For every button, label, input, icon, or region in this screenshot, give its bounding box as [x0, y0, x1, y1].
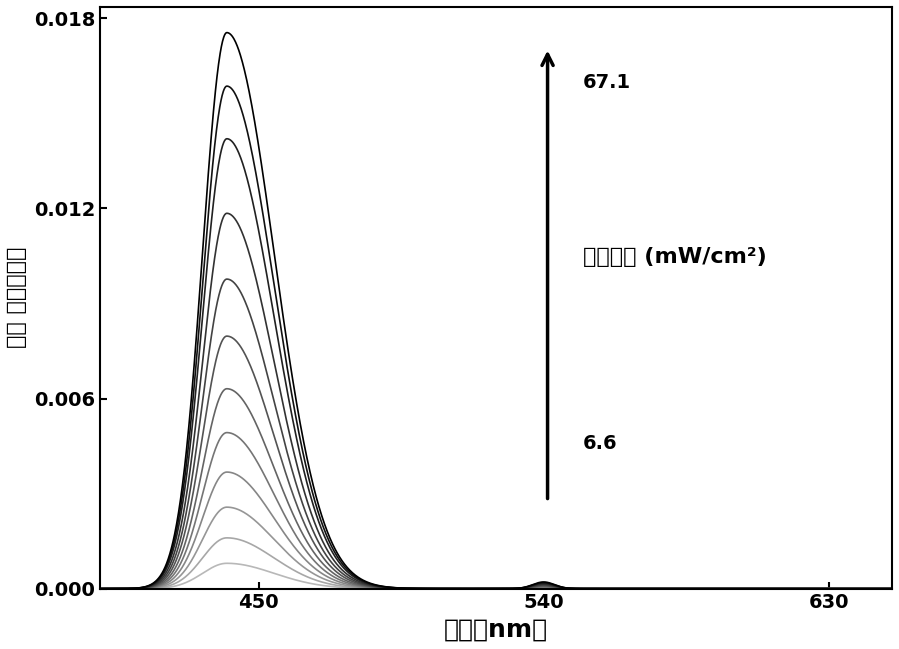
- Text: 功率密度 (mW/cm²): 功率密度 (mW/cm²): [583, 247, 767, 267]
- Text: 67.1: 67.1: [583, 73, 631, 92]
- Y-axis label: 上转 换荧光强度: 上转 换荧光强度: [7, 247, 27, 349]
- X-axis label: 波长（nm）: 波长（nm）: [444, 618, 548, 642]
- Text: 6.6: 6.6: [583, 434, 618, 453]
